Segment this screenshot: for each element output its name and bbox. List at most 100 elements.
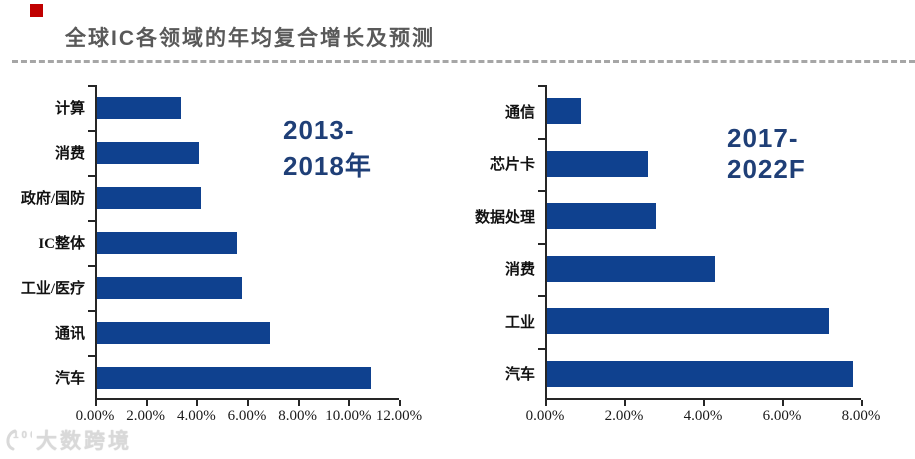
x-axis-tick [348,400,351,406]
x-axis-line [545,398,861,400]
chart-row: 通讯 [10,310,399,355]
y-axis-tick [88,175,95,177]
bar-track [545,348,861,401]
category-label: 汽车 [504,367,535,384]
bar-track [545,138,861,191]
chart-row: 工业/医疗 [10,265,399,310]
svg-text:100: 100 [13,430,32,441]
y-axis-tick [538,137,545,140]
x-axis-tick [399,400,401,406]
dashed-divider [12,60,915,63]
x-axis-tick [545,400,547,406]
y-axis-tick [538,242,545,245]
y-axis-tick [538,190,545,192]
chart-row: 政府/国防 [10,175,399,220]
y-axis-tick [88,85,95,87]
category-label: IC整体 [38,236,85,252]
chart-period-label: 2017-2022F [727,123,806,184]
x-tick-label: 12.00% [375,408,423,424]
category-label: 通信 [504,104,535,121]
bar-track [95,175,399,220]
chart-row: 汽车 [455,348,861,401]
chart-row: 汽车 [10,355,399,400]
y-axis-tick [88,130,95,132]
category-label: 通讯 [54,326,85,342]
x-tick-label: 4.00% [176,408,216,424]
chart-2017-2022: 2017-2022F 通信芯片卡数据处理消费工业汽车 0.00% 2.00% 4.0… [455,85,880,430]
bar-IC整体 [95,231,237,254]
x-axis: 0.00% 2.00% 4.00% 6.00% 8.00% [526,400,880,430]
chart-2013-2018: 2013-2018年 计算 消费 政府/国防 IC整体 工业/医疗 通讯 汽车 0.00% 2… [10,85,422,430]
chart-row: IC整体 [10,220,399,265]
bar-工业/医疗 [95,276,242,299]
bar-track [95,265,399,310]
x-tick-label: 2.00% [604,408,644,424]
bar-track [95,220,399,265]
bar-track [95,130,399,175]
y-axis-tick [88,265,95,267]
bar-数据处理 [545,203,656,230]
chart-row: 计算 [10,85,399,130]
bar-track [545,295,861,348]
x-axis-tick [95,400,97,406]
bar-track [95,355,399,400]
watermark-text: 大数跨境 [36,430,132,453]
category-label: 工业/医疗 [20,281,85,297]
x-axis-tick [145,400,148,406]
plot-area: 计算消费政府/国防 IC整体工业/医疗通讯汽车 [10,85,399,400]
chart-row: 工业 [455,295,861,348]
bar-track [95,310,399,355]
y-axis-tick [88,310,95,312]
category-label: 政府/国防 [20,191,85,207]
bar-track [95,85,399,130]
x-axis-tick [196,400,199,406]
x-axis-tick [861,400,863,406]
x-tick-label: 10.00% [325,408,372,424]
bar-工业 [545,308,830,335]
bar-track [545,85,861,138]
category-label: 工业 [504,314,535,331]
y-axis-tick [88,355,95,357]
y-axis-tick [538,295,545,297]
x-tick-label: 6.00% [227,408,267,424]
x-axis-tick [297,400,300,406]
x-axis-tick [624,400,626,406]
bar-通信 [545,98,581,125]
chart-row: 数据处理 [455,190,861,243]
x-axis-tick [247,400,249,406]
watermark: 100 大数跨境 [2,425,132,455]
x-axis-tick [782,400,784,406]
x-tick-label: 0.00% [75,408,115,424]
red-accent-square [30,4,43,17]
y-axis-tick [88,220,95,222]
category-label: 消费 [54,146,85,162]
bar-track [545,190,861,243]
category-label: 汽车 [54,371,85,387]
category-label: 计算 [54,101,85,117]
y-axis-line [545,85,547,400]
bar-计算 [95,96,182,119]
chart-row: 消费 [10,130,399,175]
category-label: 消费 [504,262,535,279]
x-tick-label: 6.00% [762,408,802,424]
watermark-logo-icon: 100 [6,429,32,451]
x-tick-label: 2.00% [126,408,166,424]
category-label: 数据处理 [474,209,535,226]
x-axis: 0.00% 2.00% 4.00% 6.00% 8.00% 10.00% 12.00% [76,400,422,430]
chart-row: 消费 [455,243,861,296]
x-tick-label: 8.00% [278,408,318,424]
category-label: 芯片卡 [489,157,535,174]
x-tick-label: 0.00% [525,408,565,424]
bar-芯片卡 [545,150,648,177]
bar-政府/国防 [95,186,202,209]
x-axis-line [95,398,399,400]
bar-消费 [545,255,715,282]
x-tick-label: 4.00% [683,408,723,424]
y-axis-tick [538,347,545,350]
y-axis-tick [538,85,545,87]
chart-row: 通信 [455,85,861,138]
bar-消费 [95,141,199,164]
plot-area: 通信芯片卡数据处理消费工业汽车 [455,85,861,400]
x-axis-tick [703,400,705,406]
